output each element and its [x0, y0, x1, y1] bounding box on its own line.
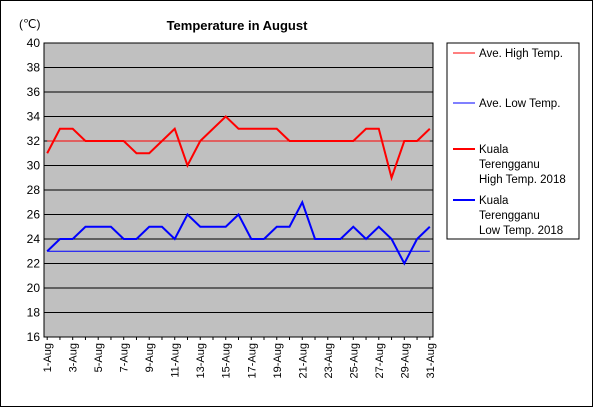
- x-tick-label: 13-Aug: [195, 343, 207, 378]
- y-tick-label: 40: [27, 36, 41, 50]
- y-tick-label: 34: [27, 110, 41, 124]
- legend-label: Ave. Low Temp.: [479, 98, 560, 110]
- legend-label: High Temp. 2018: [479, 174, 566, 186]
- y-axis-ticks: 16 18 20 22 24 26 28 30 32 34 36 38 40: [27, 36, 41, 344]
- x-tick-label: 9-Aug: [144, 343, 156, 372]
- chart-title: Temperature in August: [167, 18, 309, 33]
- legend-label: Terengganu: [479, 210, 540, 222]
- legend-label: Terengganu: [479, 159, 540, 171]
- y-tick-label: 22: [27, 257, 41, 271]
- series-line: [46, 115, 431, 182]
- y-tick-label: 20: [27, 281, 41, 295]
- x-tick-label: 17-Aug: [246, 343, 258, 378]
- x-tick-label: 11-Aug: [170, 343, 182, 378]
- x-tick-label: 21-Aug: [297, 343, 309, 378]
- unit-label: (℃): [19, 17, 40, 31]
- x-tick-label: 31-Aug: [425, 343, 437, 378]
- x-tick-label: 27-Aug: [374, 343, 386, 378]
- x-tick-label: 3-Aug: [68, 343, 80, 372]
- x-tick-label: 7-Aug: [119, 343, 131, 372]
- x-tick-label: 23-Aug: [323, 343, 335, 378]
- x-tick-label: 15-Aug: [221, 343, 233, 378]
- legend-label: Kuala: [479, 195, 509, 207]
- y-tick-label: 24: [27, 232, 41, 246]
- legend-label: Ave. High Temp.: [479, 48, 563, 60]
- y-tick-label: 36: [27, 85, 41, 99]
- series-line: [46, 199, 431, 266]
- legend: Ave. High Temp. Ave. Low Temp. Kuala Tereng…: [453, 48, 566, 237]
- y-tick-label: 38: [27, 61, 41, 75]
- series-lines: [46, 115, 431, 266]
- legend-label: Low Temp. 2018: [479, 225, 563, 237]
- x-tick-label: 29-Aug: [399, 343, 411, 378]
- y-tick-label: 32: [27, 134, 41, 148]
- legend-box: [446, 42, 580, 240]
- x-axis-ticks: 1-Aug 3-Aug 5-Aug 7-Aug 9-Aug 11-Aug 13-Aug 15-…: [42, 337, 437, 378]
- x-tick-label: 5-Aug: [93, 343, 105, 372]
- grid-lines: [44, 67, 433, 313]
- y-tick-label: 18: [27, 306, 41, 320]
- x-tick-label: 19-Aug: [272, 343, 284, 378]
- legend-label: Kuala: [479, 144, 509, 156]
- y-tick-label: 28: [27, 183, 41, 197]
- x-tick-label: 25-Aug: [348, 343, 360, 378]
- y-tick-label: 26: [27, 208, 41, 222]
- x-tick-label: 1-Aug: [42, 343, 54, 372]
- y-tick-label: 30: [27, 159, 41, 173]
- y-tick-label: 16: [27, 330, 41, 344]
